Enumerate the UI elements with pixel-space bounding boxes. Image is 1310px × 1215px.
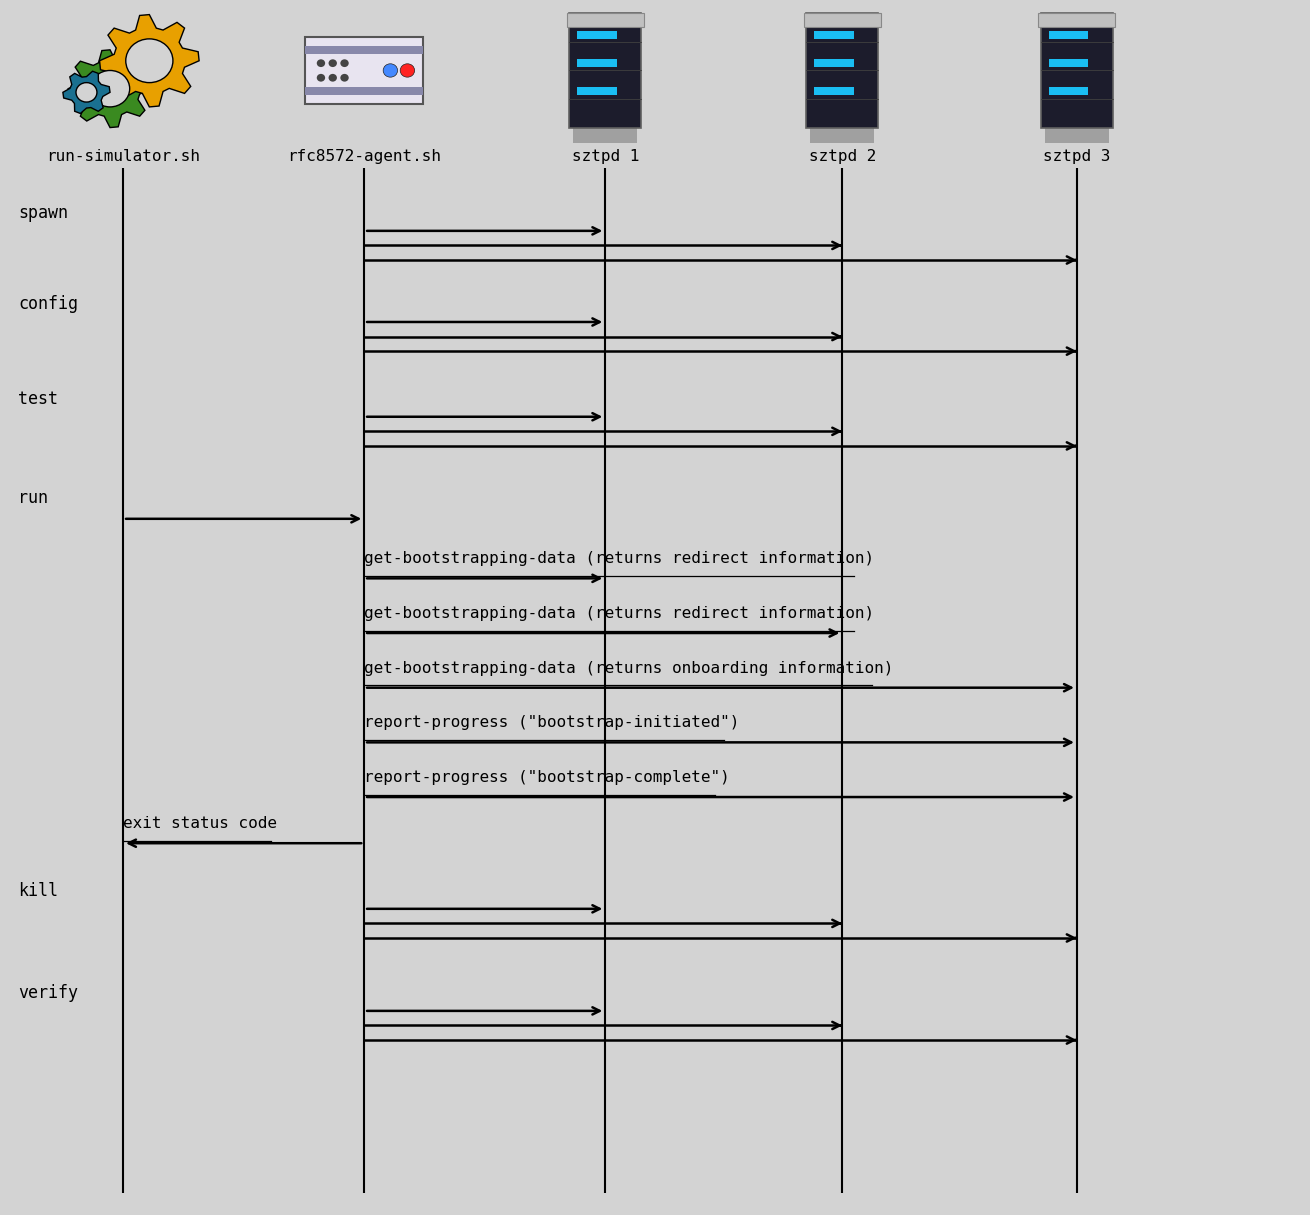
Text: get-bootstrapping-data (returns redirect information): get-bootstrapping-data (returns redirect… <box>364 552 874 566</box>
Text: test: test <box>18 390 59 407</box>
FancyBboxPatch shape <box>807 13 879 129</box>
FancyBboxPatch shape <box>305 36 423 104</box>
FancyBboxPatch shape <box>810 128 875 143</box>
Polygon shape <box>63 72 110 113</box>
FancyBboxPatch shape <box>1048 32 1089 40</box>
Circle shape <box>317 74 325 81</box>
FancyBboxPatch shape <box>574 128 637 143</box>
FancyBboxPatch shape <box>305 87 423 96</box>
Circle shape <box>317 60 325 67</box>
FancyBboxPatch shape <box>1038 13 1115 27</box>
Polygon shape <box>100 15 199 107</box>
FancyBboxPatch shape <box>567 13 645 27</box>
Circle shape <box>126 39 173 83</box>
Circle shape <box>383 64 398 78</box>
Circle shape <box>329 60 337 67</box>
FancyBboxPatch shape <box>305 45 423 55</box>
FancyBboxPatch shape <box>815 58 854 68</box>
FancyBboxPatch shape <box>576 32 617 40</box>
Text: config: config <box>18 295 79 312</box>
FancyBboxPatch shape <box>576 58 617 68</box>
Text: sztpd 2: sztpd 2 <box>808 149 876 164</box>
Polygon shape <box>68 50 152 128</box>
FancyBboxPatch shape <box>815 87 854 96</box>
FancyBboxPatch shape <box>804 13 882 27</box>
FancyBboxPatch shape <box>1048 58 1089 68</box>
Text: report-progress ("bootstrap-complete"): report-progress ("bootstrap-complete") <box>364 770 730 785</box>
Circle shape <box>76 83 97 102</box>
FancyBboxPatch shape <box>1048 87 1089 96</box>
Text: exit status code: exit status code <box>123 816 278 831</box>
Circle shape <box>329 74 337 81</box>
Text: verify: verify <box>18 984 79 1001</box>
Text: get-bootstrapping-data (returns redirect information): get-bootstrapping-data (returns redirect… <box>364 606 874 621</box>
FancyBboxPatch shape <box>1041 13 1114 129</box>
Text: spawn: spawn <box>18 204 68 221</box>
FancyBboxPatch shape <box>570 13 642 129</box>
Text: run: run <box>18 490 48 507</box>
Text: get-bootstrapping-data (returns onboarding information): get-bootstrapping-data (returns onboardi… <box>364 661 893 676</box>
FancyBboxPatch shape <box>815 32 854 40</box>
Circle shape <box>341 60 348 67</box>
Text: run-simulator.sh: run-simulator.sh <box>46 149 200 164</box>
Text: kill: kill <box>18 882 59 899</box>
Text: rfc8572-agent.sh: rfc8572-agent.sh <box>287 149 441 164</box>
Circle shape <box>90 70 130 107</box>
Circle shape <box>401 64 414 78</box>
Text: sztpd 1: sztpd 1 <box>571 149 639 164</box>
Circle shape <box>341 74 348 81</box>
Text: sztpd 3: sztpd 3 <box>1043 149 1111 164</box>
FancyBboxPatch shape <box>1044 128 1108 143</box>
Text: report-progress ("bootstrap-initiated"): report-progress ("bootstrap-initiated") <box>364 716 740 730</box>
FancyBboxPatch shape <box>576 87 617 96</box>
